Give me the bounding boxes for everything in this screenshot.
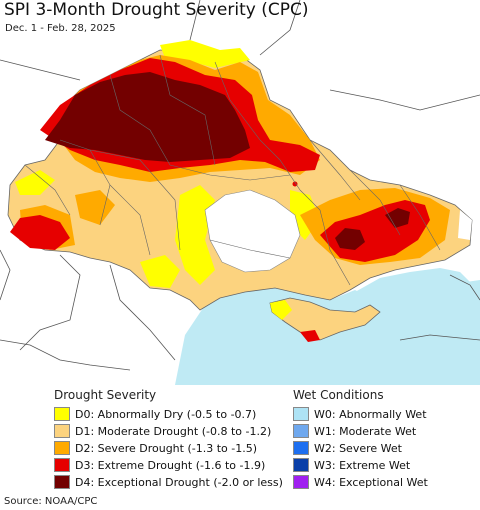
legend-swatch-w1 [293, 424, 309, 438]
source-credit: Source: NOAA/CPC [4, 496, 98, 507]
map-date-range: Dec. 1 - Feb. 28, 2025 [5, 23, 116, 34]
legend-swatch-d4 [54, 475, 70, 489]
legend-swatch-d0 [54, 407, 70, 421]
legend-item-w1: W1: Moderate Wet [293, 423, 416, 439]
oblast-borders [24, 54, 441, 286]
legend-label-d4: D4: Exceptional Drought (-2.0 or less) [75, 475, 283, 489]
legend-label-w1: W1: Moderate Wet [314, 424, 417, 438]
legend-item-d1: D1: Moderate Drought (-0.8 to -1.2) [54, 423, 271, 439]
legend-item-w0: W0: Abnormally Wet [293, 406, 427, 422]
legend-wet-heading: Wet Conditions [293, 388, 384, 402]
legend-label-d3: D3: Extreme Drought (-1.6 to -1.9) [75, 458, 266, 472]
crimea-d3-tip [300, 330, 320, 342]
country-borders [0, 0, 480, 371]
legend-item-d4: D4: Exceptional Drought (-2.0 or less) [54, 474, 283, 490]
d4-north [45, 72, 250, 162]
legend-item-w2: W2: Severe Wet [293, 440, 402, 456]
d2-west [75, 190, 115, 225]
legend-label-w0: W0: Abnormally Wet [314, 407, 427, 421]
legend-swatch-d3 [54, 458, 70, 472]
legend-drought-heading: Drought Severity [54, 388, 157, 402]
legend-label-d2: D2: Severe Drought (-1.3 to -1.5) [75, 441, 258, 455]
d3-spot [292, 181, 298, 187]
map-title: SPI 3-Month Drought Severity (CPC) [4, 0, 309, 20]
d0-south-coast [140, 255, 180, 288]
d4-east-1 [335, 228, 365, 250]
d4-east-2 [385, 208, 410, 228]
legend-swatch-w4 [293, 475, 309, 489]
legend-label-w4: W4: Exceptional Wet [314, 475, 428, 489]
legend-label-w3: W3: Extreme Wet [314, 458, 411, 472]
legend-swatch-w0 [293, 407, 309, 421]
legend: Drought Severity Wet Conditions D0: Abno… [0, 385, 480, 493]
legend-item-d3: D3: Extreme Drought (-1.6 to -1.9) [54, 457, 265, 473]
legend-swatch-w2 [293, 441, 309, 455]
no-drought-center [204, 189, 301, 273]
d0-north-edge [160, 40, 250, 68]
legend-item-d2: D2: Severe Drought (-1.3 to -1.5) [54, 440, 257, 456]
legend-label-d1: D1: Moderate Drought (-0.8 to -1.2) [75, 424, 272, 438]
crimea [269, 297, 381, 341]
crimea-d0 [270, 300, 292, 320]
d3-west [10, 215, 70, 250]
legend-label-w2: W2: Severe Wet [314, 441, 402, 455]
legend-swatch-d2 [54, 441, 70, 455]
drought-map [0, 0, 480, 385]
legend-label-d0: D0: Abnormally Dry (-0.5 to -0.7) [75, 407, 257, 421]
legend-item-w3: W3: Extreme Wet [293, 457, 410, 473]
legend-item-w4: W4: Exceptional Wet [293, 474, 428, 490]
legend-item-d0: D0: Abnormally Dry (-0.5 to -0.7) [54, 406, 256, 422]
no-drought-east-edge [458, 210, 472, 240]
legend-swatch-w3 [293, 458, 309, 472]
sea-of-azov [355, 268, 470, 300]
legend-swatch-d1 [54, 424, 70, 438]
d0-west-edge [15, 170, 55, 195]
